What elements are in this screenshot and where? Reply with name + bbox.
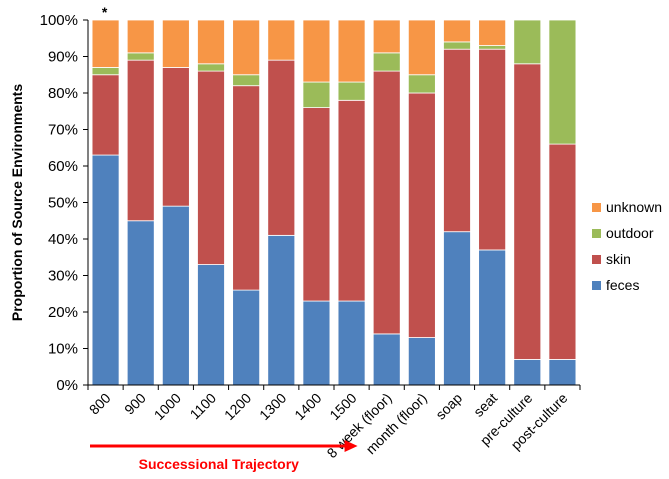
- trajectory-label: Successional Trajectory: [139, 456, 300, 472]
- bar-segment-skin-9: [408, 93, 435, 338]
- bar-segment-skin-10: [444, 49, 471, 232]
- legend-label-skin: skin: [606, 251, 631, 267]
- asterisk-annotation: *: [102, 4, 108, 20]
- x-tick-label: 800: [86, 390, 114, 418]
- bar-segment-outdoor-12: [514, 20, 541, 64]
- x-tick-label: 1400: [291, 390, 324, 423]
- bar-segment-skin-8: [373, 71, 400, 334]
- bar-segment-unknown-5: [268, 20, 295, 60]
- x-tick-label: 1200: [221, 390, 254, 423]
- y-tick-label: 0%: [56, 377, 78, 394]
- x-tick-label: 1000: [151, 390, 184, 423]
- bar-segment-outdoor-4: [233, 75, 260, 86]
- bar-segment-feces-4: [233, 290, 260, 385]
- y-tick-label: 10%: [48, 341, 78, 358]
- y-tick-label: 80%: [48, 85, 78, 102]
- y-tick-label: 30%: [48, 268, 78, 285]
- x-tick-label: seat: [470, 390, 500, 420]
- bar-segment-feces-7: [338, 301, 365, 385]
- y-axis-ticks: 0% 10% 20% 30% 40% 50% 60% 70% 80% 90% 100%: [40, 12, 88, 394]
- bar-segment-feces-0: [92, 155, 119, 385]
- bar-segment-unknown-0: [92, 20, 119, 67]
- legend-swatch-skin: [592, 255, 601, 264]
- y-tick-label: 100%: [40, 12, 78, 29]
- bars: [92, 20, 576, 385]
- bar-segment-unknown-3: [198, 20, 225, 64]
- legend-swatch-outdoor: [592, 229, 601, 238]
- bar-segment-unknown-11: [479, 20, 506, 46]
- y-axis-label: Proportion of Source Environments: [9, 84, 25, 321]
- bar-segment-skin-5: [268, 60, 295, 235]
- bar-segment-skin-13: [549, 144, 576, 359]
- bar-segment-feces-6: [303, 301, 330, 385]
- bar-segment-unknown-2: [162, 20, 189, 67]
- y-tick-label: 20%: [48, 304, 78, 321]
- y-tick-label: 50%: [48, 195, 78, 212]
- y-tick-label: 90%: [48, 49, 78, 66]
- y-tick-label: 40%: [48, 231, 78, 248]
- bar-segment-skin-4: [233, 86, 260, 290]
- legend-label-outdoor: outdoor: [606, 225, 654, 241]
- bar-segment-outdoor-0: [92, 67, 119, 74]
- bar-segment-feces-12: [514, 359, 541, 385]
- legend-label-feces: feces: [606, 277, 639, 293]
- bar-segment-unknown-9: [408, 20, 435, 75]
- bar-segment-skin-11: [479, 49, 506, 250]
- legend-swatch-feces: [592, 281, 601, 290]
- bar-segment-outdoor-7: [338, 82, 365, 100]
- bar-segment-unknown-4: [233, 20, 260, 75]
- bar-segment-feces-3: [198, 265, 225, 385]
- bar-segment-feces-10: [444, 232, 471, 385]
- bar-segment-skin-1: [127, 60, 154, 221]
- x-tick-label: 1300: [256, 390, 289, 423]
- bar-segment-feces-13: [549, 359, 576, 385]
- bar-segment-outdoor-10: [444, 42, 471, 49]
- bar-segment-feces-11: [479, 250, 506, 385]
- axes: [88, 20, 580, 385]
- bar-segment-skin-12: [514, 64, 541, 360]
- bar-segment-skin-2: [162, 67, 189, 206]
- bar-segment-feces-5: [268, 235, 295, 385]
- y-axis-title: Proportion of Source Environments: [9, 84, 25, 321]
- bar-segment-unknown-10: [444, 20, 471, 42]
- bar-segment-feces-2: [162, 206, 189, 385]
- legend: unknown outdoor skin feces: [592, 199, 662, 293]
- bar-segment-feces-1: [127, 221, 154, 385]
- legend-label-unknown: unknown: [606, 199, 662, 215]
- bar-segment-unknown-8: [373, 20, 400, 53]
- bar-segment-outdoor-3: [198, 64, 225, 71]
- bar-segment-outdoor-1: [127, 53, 154, 60]
- bar-segment-unknown-1: [127, 20, 154, 53]
- bar-segment-unknown-6: [303, 20, 330, 82]
- x-tick-label: 900: [121, 390, 149, 418]
- y-tick-label: 60%: [48, 158, 78, 175]
- bar-segment-outdoor-6: [303, 82, 330, 108]
- bar-segment-feces-8: [373, 334, 400, 385]
- bar-segment-skin-6: [303, 108, 330, 301]
- bar-segment-outdoor-13: [549, 20, 576, 144]
- bar-segment-skin-3: [198, 71, 225, 264]
- y-tick-label: 70%: [48, 122, 78, 139]
- x-tick-label: soap: [432, 390, 465, 423]
- bar-segment-feces-9: [408, 338, 435, 385]
- bar-segment-outdoor-11: [479, 46, 506, 50]
- bar-segment-outdoor-8: [373, 53, 400, 71]
- bar-segment-unknown-7: [338, 20, 365, 82]
- legend-swatch-unknown: [592, 203, 601, 212]
- bar-segment-skin-7: [338, 100, 365, 301]
- x-tick-label: 1100: [187, 390, 220, 423]
- bar-segment-outdoor-9: [408, 75, 435, 93]
- bar-segment-skin-0: [92, 75, 119, 155]
